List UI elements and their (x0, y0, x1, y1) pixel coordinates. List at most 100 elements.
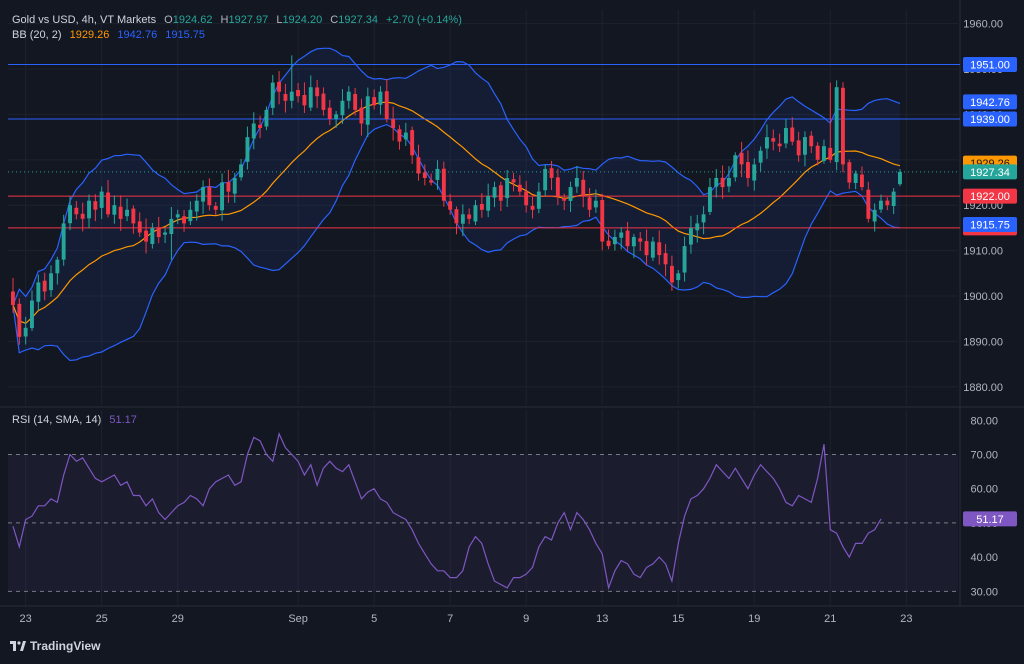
candle-body (834, 87, 839, 163)
candle-body (17, 303, 22, 337)
high-value: 1927.97 (228, 14, 269, 26)
candle-body (68, 205, 72, 224)
candle-body (137, 221, 142, 233)
candle-body (891, 191, 896, 206)
candle-body (809, 135, 814, 147)
candle-body (93, 201, 98, 210)
candle-body (334, 114, 339, 119)
level-tag-1939.00-bg (963, 111, 1017, 127)
candle-body (277, 81, 281, 92)
level-tag-1951.00: 1951.00 (970, 59, 1010, 71)
candle-body (289, 91, 294, 101)
candle-body (657, 242, 662, 256)
candle-body (720, 177, 725, 188)
bb-upper-value: 1942.76 (117, 29, 158, 41)
candle-body (498, 185, 503, 201)
time-tick-label: 7 (447, 613, 453, 625)
candle-body (372, 97, 377, 106)
time-tick-label: 5 (371, 613, 377, 625)
rsi-legend[interactable]: RSI (14, SMA, 14) 51.17 (12, 413, 142, 427)
price-tick-label: 1960.00 (963, 19, 1003, 31)
candle-body (593, 200, 598, 208)
symbol-title[interactable]: Gold vs USD, 4h, VT Markets (12, 14, 157, 26)
price-tick-label: 1880.00 (963, 382, 1003, 394)
bb-legend[interactable]: BB (20, 2) 1929.26 1942.76 1915.75 (12, 28, 210, 42)
tradingview-logo[interactable]: TradingView (10, 639, 100, 653)
candle-body (492, 187, 497, 198)
candle-body (308, 87, 313, 108)
candle-body (822, 146, 826, 161)
rsi-pane (8, 432, 958, 592)
candle-body (505, 178, 510, 199)
candle-body (555, 177, 560, 197)
candle-body (36, 282, 41, 302)
candle-body (49, 273, 53, 291)
price-tag-bb_lower-bg (963, 217, 1017, 233)
candle-body (644, 241, 649, 256)
candle-body (746, 162, 750, 178)
candle-body (600, 200, 605, 242)
candle-body (264, 109, 269, 127)
candle-body (581, 179, 586, 197)
candle-body (213, 206, 218, 210)
time-tick-label: 15 (672, 613, 684, 625)
candle-body (663, 253, 668, 265)
rsi-tick-label: 30.00 (970, 586, 998, 598)
candle-body (568, 187, 573, 201)
candle-body (765, 137, 769, 149)
candle-body (315, 87, 320, 97)
horizontal-levels[interactable] (8, 63, 960, 229)
candle-body (188, 209, 193, 222)
candle-body (612, 237, 617, 245)
candle-body (391, 118, 396, 129)
candle-body (87, 200, 91, 219)
rsi-tag-bg (963, 511, 1017, 527)
candle-body (131, 208, 136, 224)
candle-body (448, 201, 453, 210)
candle-body (283, 94, 288, 101)
candle-body (885, 200, 890, 206)
rsi-label[interactable]: RSI (14, SMA, 14) (12, 414, 102, 426)
candle-body (232, 178, 237, 194)
open-value: 1924.62 (172, 14, 213, 26)
candle-body (346, 91, 351, 101)
candle-body (517, 184, 522, 192)
time-tick-label: Sep (288, 613, 308, 625)
candle-body (182, 216, 186, 224)
candle-body (270, 82, 275, 108)
candle-body (536, 191, 541, 209)
high-label: H (220, 14, 229, 26)
candle-body (530, 205, 535, 210)
price-tag-last: 1927.34 (970, 167, 1010, 179)
candle-body (606, 240, 611, 247)
candle-body (74, 207, 79, 215)
time-tick-label: 25 (96, 613, 108, 625)
candle-body (543, 168, 548, 191)
candle-body (841, 87, 845, 165)
candle-body (860, 174, 864, 188)
candle-body (239, 164, 243, 178)
symbol-legend[interactable]: Gold vs USD, 4h, VT Markets O1924.62 H19… (12, 13, 467, 27)
candle-body (866, 189, 871, 219)
bb-label[interactable]: BB (20, 2) (12, 29, 62, 41)
candle-body (201, 187, 205, 202)
candle-body (144, 230, 148, 242)
price-tag-bb_upper: 1942.76 (970, 97, 1010, 109)
level-tag-1939.00: 1939.00 (970, 114, 1010, 126)
price-tick-label: 1890.00 (963, 336, 1003, 348)
candle-body (150, 227, 155, 244)
candle-body (245, 137, 250, 162)
time-tick-label: 23 (20, 613, 32, 625)
candle-body (410, 130, 415, 156)
candle-body (695, 223, 700, 231)
candle-body (156, 227, 161, 237)
candle-body (479, 204, 484, 210)
candle-body (771, 138, 776, 142)
candle-body (296, 90, 300, 97)
close-value: 1927.34 (338, 14, 378, 26)
level-tag-1922.00-bg (963, 188, 1017, 204)
close-label: C (330, 14, 339, 26)
rsi-tick-label: 70.00 (970, 449, 998, 461)
